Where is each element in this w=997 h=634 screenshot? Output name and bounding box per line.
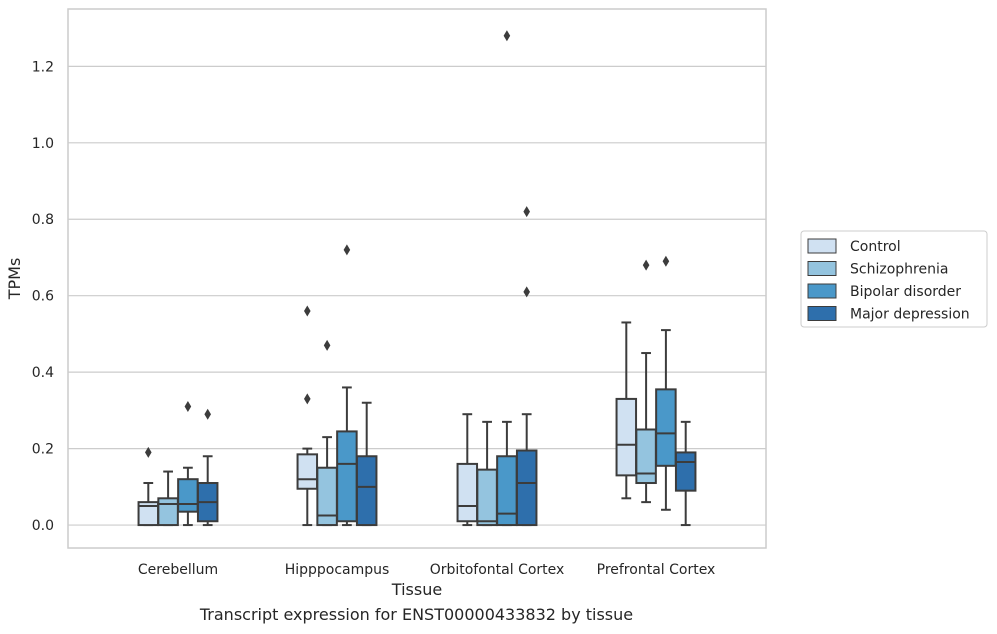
box-body [515,449,538,527]
outlier-point [343,244,351,256]
box [655,255,677,511]
box [615,321,638,500]
outlier-point [642,259,650,271]
box-body [355,455,378,527]
box [635,259,657,504]
box [355,401,378,527]
outlier-point [304,305,311,317]
x-tick-label: Orbitofontal Cortex [430,562,565,578]
box [515,206,538,527]
box [157,470,179,527]
series-control [137,305,638,527]
outlier-point [145,446,152,458]
box-body [177,478,199,513]
y-tick-label: 0.0 [32,518,54,534]
outlier-point [662,255,670,267]
outlier-point [204,408,211,420]
y-tick-label: 0.6 [32,289,54,305]
box [137,446,160,527]
legend: Control Schizophrenia Bipolar disorder Majo… [800,230,988,328]
legend-label: Control [850,239,901,255]
box-body [157,497,179,527]
box [177,401,199,527]
box-body [456,462,479,523]
box [196,408,219,527]
legend-swatch [807,261,837,276]
series-schizophrenia [157,259,657,527]
legend-swatch [807,238,837,254]
box [476,420,498,527]
outlier-point [503,30,511,42]
x-tick-label: Prefrontal Cortex [597,562,716,578]
plot-frame [67,8,767,549]
outlier-point [323,339,331,351]
legend-swatch [807,283,837,299]
y-axis-label: TPMs [5,258,24,301]
box [296,305,319,527]
box [674,420,697,527]
figure-caption: Transcript expression for ENST0000043383… [199,605,634,624]
box [316,339,338,527]
outlier-point [523,206,530,218]
y-tick-label: 0.4 [32,365,54,381]
outlier-point [523,286,530,298]
outlier-point [304,393,311,405]
x-axis-label: Tissue [391,580,442,599]
box-body [336,430,358,523]
box-plot-series [137,30,697,527]
box-body [615,397,638,477]
legend-label: Major depression [850,307,970,323]
box-body [296,453,319,490]
box [456,413,479,527]
legend-label: Schizophrenia [850,262,948,278]
box [336,244,358,527]
box-body [476,468,498,527]
legend-label: Bipolar disorder [850,284,961,300]
y-tick-label: 1.2 [32,59,54,75]
y-gridlines [68,65,766,526]
series-major-depression [196,206,697,527]
legend-swatch [807,306,837,321]
y-axis-ticks: 0.0 0.2 0.4 0.6 0.8 1.0 1.2 [32,59,54,534]
y-tick-label: 1.0 [32,136,54,152]
box-body [496,455,518,527]
x-axis-ticks: Cerebellum Hipppocampus Orbitofontal Corte… [138,562,715,578]
x-tick-label: Cerebellum [138,562,218,578]
box [496,30,518,527]
x-tick-label: Hipppocampus [285,562,390,578]
y-tick-label: 0.8 [32,212,54,228]
y-tick-label: 0.2 [32,442,54,458]
box-body [674,451,697,492]
box-body [635,428,657,485]
outlier-point [184,401,192,413]
box-body [655,388,677,467]
series-bipolar-disorder [177,30,677,527]
legend-frame [800,230,988,328]
